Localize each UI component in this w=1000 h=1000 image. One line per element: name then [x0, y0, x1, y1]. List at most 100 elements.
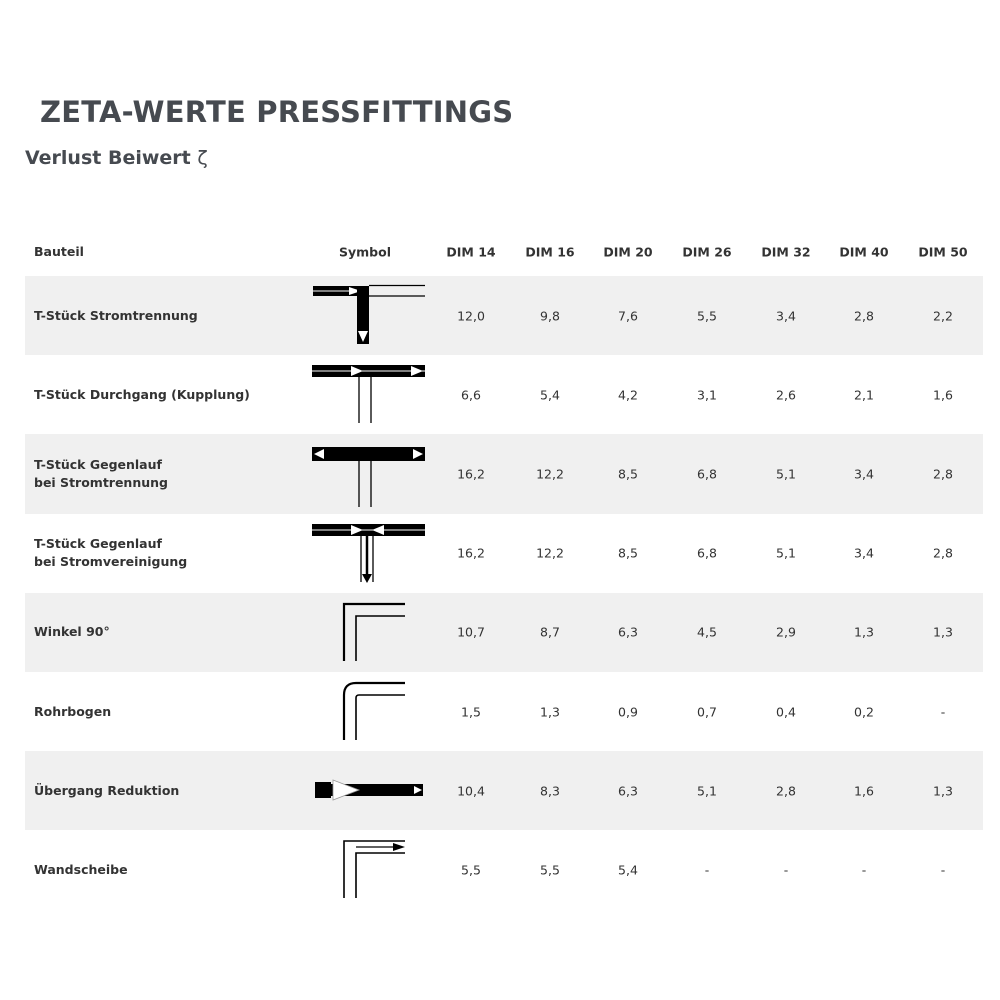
column-header-dim-32: DIM 32 — [761, 244, 811, 260]
zeta-value-dim-16: 9,8 — [540, 308, 560, 324]
zeta-value-dim-26: 5,5 — [697, 308, 717, 324]
component-name: Übergang Reduktion — [34, 782, 179, 800]
zeta-value-dim-20: 5,4 — [618, 862, 638, 878]
table-row: T-Stück Stromtrennung 12,0 9,8 7,6 5,5 3,4 2,8… — [25, 276, 983, 356]
page-title: ZETA-WERTE PRESSFITTINGS — [40, 95, 514, 129]
page-subtitle: Verlust Beiwert ζ — [25, 147, 208, 169]
zeta-value-dim-40: 0,2 — [854, 704, 874, 720]
zeta-value-dim-32: 5,1 — [776, 466, 796, 482]
component-name-line: T-Stück Stromtrennung — [34, 307, 198, 323]
component-name-line: T-Stück Gegenlauf — [34, 536, 162, 552]
component-name-line: Übergang Reduktion — [34, 782, 180, 798]
column-header-dim-50: DIM 50 — [918, 244, 968, 260]
zeta-value-dim-26: 6,8 — [697, 466, 717, 482]
zeta-value-dim-40: 2,8 — [854, 308, 874, 324]
zeta-value-dim-40: 1,6 — [854, 783, 874, 799]
component-name: T-Stück Durchgang (Kupplung) — [34, 386, 250, 404]
zeta-value-dim-40: 3,4 — [854, 466, 874, 482]
zeta-value-dim-50: 2,8 — [933, 545, 953, 561]
zeta-value-dim-40: 3,4 — [854, 545, 874, 561]
zeta-value-dim-40: 2,1 — [854, 387, 874, 403]
component-name-line: T-Stück Durchgang (Kupplung) — [34, 386, 250, 402]
column-header-dim-40: DIM 40 — [839, 244, 889, 260]
subtitle-text: Verlust Beiwert — [25, 147, 191, 169]
table-header: Bauteil Symbol DIM 14 DIM 16 DIM 20 DIM 26 DIM… — [25, 228, 983, 276]
column-header-bauteil: Bauteil — [34, 244, 84, 259]
tee-passage-icon — [311, 364, 426, 424]
zeta-symbol: ζ — [197, 147, 208, 169]
zeta-value-dim-20: 7,6 — [618, 308, 638, 324]
zeta-value-dim-26: 5,1 — [697, 783, 717, 799]
zeta-value-dim-14: 1,5 — [461, 704, 481, 720]
column-header-dim-16: DIM 16 — [525, 244, 575, 260]
elbow-90-icon — [342, 602, 407, 662]
tee-flow-separation-icon — [312, 284, 426, 345]
column-header-dim-26: DIM 26 — [682, 244, 732, 260]
zeta-value-dim-20: 6,3 — [618, 624, 638, 640]
zeta-value-dim-14: 10,7 — [457, 624, 485, 640]
zeta-value-dim-20: 8,5 — [618, 545, 638, 561]
component-name: Wandscheibe — [34, 861, 128, 879]
zeta-value-dim-16: 1,3 — [540, 704, 560, 720]
zeta-value-dim-32: 5,1 — [776, 545, 796, 561]
table-row: T-Stück Gegenlauf bei Stromtrennung 16,2 12… — [25, 434, 983, 514]
component-name-line: bei Stromtrennung — [34, 474, 168, 490]
column-header-dim-14: DIM 14 — [446, 244, 496, 260]
zeta-value-dim-32: 3,4 — [776, 308, 796, 324]
component-name-line: Winkel 90° — [34, 624, 110, 640]
zeta-value-dim-50: 1,3 — [933, 783, 953, 799]
zeta-value-dim-50: - — [940, 862, 946, 878]
zeta-value-dim-50: 1,6 — [933, 387, 953, 403]
zeta-value-dim-50: 2,8 — [933, 466, 953, 482]
component-name: Winkel 90° — [34, 623, 110, 641]
zeta-value-dim-50: - — [940, 704, 946, 720]
zeta-value-dim-16: 12,2 — [536, 545, 564, 561]
table-row: Winkel 90° 10,7 8,7 6,3 4,5 2,9 1,3 1,3 — [25, 592, 983, 672]
zeta-value-dim-40: 1,3 — [854, 624, 874, 640]
zeta-value-dim-16: 8,7 — [540, 624, 560, 640]
zeta-value-dim-14: 5,5 — [461, 862, 481, 878]
zeta-value-dim-20: 6,3 — [618, 783, 638, 799]
wall-plate-elbow-icon — [343, 840, 406, 900]
reducer-icon — [314, 779, 424, 801]
zeta-value-dim-14: 10,4 — [457, 783, 485, 799]
table-row: Rohrbogen 1,5 1,3 0,9 0,7 0,4 0,2 - — [25, 672, 983, 751]
zeta-value-dim-50: 1,3 — [933, 624, 953, 640]
zeta-value-dim-16: 8,3 — [540, 783, 560, 799]
zeta-value-dim-32: - — [783, 862, 789, 878]
component-name-line: Rohrbogen — [34, 703, 112, 719]
zeta-value-dim-16: 12,2 — [536, 466, 564, 482]
component-name: T-Stück Gegenlauf bei Stromtrennung — [34, 456, 168, 492]
zeta-value-dim-20: 4,2 — [618, 387, 638, 403]
zeta-value-dim-26: 3,1 — [697, 387, 717, 403]
component-name-line: T-Stück Gegenlauf — [34, 456, 162, 472]
zeta-value-dim-26: - — [704, 862, 710, 878]
table-row: Übergang Reduktion 10,4 8,3 6,3 5,1 2,8 1,6 1,3 — [25, 751, 983, 831]
zeta-value-dim-32: 2,6 — [776, 387, 796, 403]
table-row: T-Stück Durchgang (Kupplung) 6,6 5,4 4,2 3,1… — [25, 355, 983, 434]
zeta-value-dim-14: 16,2 — [457, 545, 485, 561]
zeta-value-dim-32: 2,9 — [776, 624, 796, 640]
tee-counterflow-merge-icon — [310, 522, 427, 584]
zeta-value-dim-16: 5,4 — [540, 387, 560, 403]
column-header-symbol: Symbol — [339, 244, 391, 260]
zeta-value-dim-26: 0,7 — [697, 704, 717, 720]
zeta-value-dim-40: - — [861, 862, 867, 878]
zeta-value-dim-32: 2,8 — [776, 783, 796, 799]
table-row: Wandscheibe 5,5 5,5 5,4 - - - - — [25, 830, 983, 909]
zeta-value-dim-14: 6,6 — [461, 387, 481, 403]
zeta-value-dim-20: 0,9 — [618, 704, 638, 720]
component-name-line: bei Stromvereinigung — [34, 554, 188, 570]
zeta-value-dim-32: 0,4 — [776, 704, 796, 720]
zeta-value-dim-16: 5,5 — [540, 862, 560, 878]
zeta-value-dim-50: 2,2 — [933, 308, 953, 324]
table-row: T-Stück Gegenlauf bei Stromvereinigung 16,… — [25, 514, 983, 593]
tee-counterflow-separation-icon — [311, 446, 426, 509]
pipe-bend-icon — [342, 681, 407, 742]
component-name: T-Stück Gegenlauf bei Stromvereinigung — [34, 535, 187, 571]
zeta-value-dim-14: 16,2 — [457, 466, 485, 482]
zeta-value-dim-20: 8,5 — [618, 466, 638, 482]
zeta-table: Bauteil Symbol DIM 14 DIM 16 DIM 20 DIM 26 DIM… — [25, 228, 983, 910]
component-name: Rohrbogen — [34, 703, 111, 721]
zeta-value-dim-26: 4,5 — [697, 624, 717, 640]
